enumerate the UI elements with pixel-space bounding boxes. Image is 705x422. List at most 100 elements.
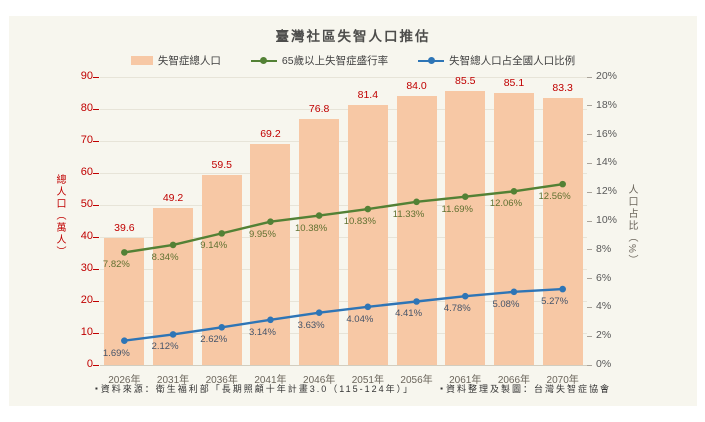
- line-value-label: 12.06%: [489, 198, 523, 210]
- right-axis-tick-label: 8%: [596, 242, 612, 255]
- line-value-label: 7.82%: [102, 259, 130, 271]
- legend-label: 失智總人口占全國人口比例: [449, 55, 576, 67]
- grid-line: [100, 300, 587, 302]
- left-axis-tick-label: 40: [80, 230, 93, 242]
- right-axis-tick: [587, 278, 592, 280]
- data-point-marker: [364, 303, 372, 311]
- left-axis-tick-label: 0: [86, 358, 93, 370]
- line-value-label: 10.83%: [343, 216, 376, 228]
- data-point-marker: [559, 285, 566, 293]
- bullet-icon: ▪: [94, 384, 98, 393]
- line-value-label: 10.38%: [295, 222, 328, 234]
- bar-value-label: 39.6: [114, 222, 135, 235]
- grid-line: [100, 140, 587, 142]
- data-point-marker: [510, 188, 518, 195]
- left-axis-tick-label: 10: [80, 326, 93, 338]
- x-axis-label: 2026年: [108, 375, 141, 386]
- bar: [493, 92, 534, 365]
- line-value-label: 5.27%: [541, 296, 569, 308]
- data-point-marker: [510, 288, 518, 296]
- left-axis-tick-label: 20: [80, 294, 93, 306]
- line-value-label: 4.41%: [395, 308, 423, 320]
- bar-value-label: 76.8: [308, 103, 330, 116]
- data-point-marker: [121, 337, 128, 344]
- right-axis-tick: [587, 306, 592, 308]
- right-axis-tick-label: 6%: [596, 271, 612, 284]
- grid-line: [100, 204, 587, 206]
- x-axis-line: [100, 364, 587, 366]
- data-point-marker: [559, 180, 566, 188]
- data-point-marker: [218, 230, 226, 237]
- right-axis-tick: [587, 364, 592, 366]
- right-axis-tick: [587, 191, 592, 193]
- bar: [347, 104, 388, 365]
- line-value-label: 11.69%: [441, 203, 473, 215]
- left-axis-tick-label: 30: [80, 262, 93, 274]
- line-value-label: 3.63%: [297, 319, 325, 331]
- right-axis-tick: [587, 249, 592, 251]
- grid-line: [100, 108, 587, 110]
- line-marker-icon: [250, 56, 277, 65]
- source-note: ▪ 資料來源：衛生福利部「長期照顧十年計畫3.0（115-124年）」: [95, 382, 414, 395]
- line-value-label: 4.04%: [346, 313, 374, 325]
- chart-title: 臺灣社區失智人口推估: [275, 29, 431, 44]
- left-axis-tick: [93, 204, 99, 206]
- left-axis-tick-label: 90: [80, 70, 93, 82]
- x-axis-label: 2041年: [254, 375, 287, 386]
- left-axis-tick-label: 60: [80, 166, 93, 178]
- bar: [201, 174, 242, 365]
- bar-value-label: 49.2: [162, 191, 184, 204]
- bar: [445, 91, 486, 365]
- left-axis-tick-label: 80: [80, 102, 93, 114]
- bar-value-label: 84.0: [406, 80, 427, 93]
- bar: [542, 98, 583, 365]
- line-value-label: 4.78%: [443, 303, 471, 315]
- line-marker-icon: [418, 56, 445, 65]
- data-point-marker: [461, 292, 469, 300]
- left-axis-tick: [93, 108, 99, 110]
- data-point-marker: [218, 323, 226, 331]
- data-point-marker: [364, 205, 372, 213]
- footer-notes: ▪ 資料來源：衛生福利部「長期照顧十年計畫3.0（115-124年）」 ▪ 資料…: [9, 382, 697, 395]
- data-point-marker: [315, 212, 323, 219]
- right-axis-tick-label: 18%: [596, 98, 618, 111]
- left-axis-tick: [93, 76, 99, 78]
- right-axis-tick-label: 20%: [596, 70, 618, 82]
- x-axis-label: 2056年: [400, 375, 433, 386]
- line-value-label: 2.62%: [200, 334, 228, 346]
- x-axis-label: 2061年: [449, 375, 482, 386]
- right-axis-tick-label: 0%: [596, 358, 612, 370]
- plot-area: 0 10 20 30 40 50 60 70 80 90 0% 2% 4% 6% 8% 10% 12% 14% 16…: [81, 70, 617, 386]
- bar-swatch-icon: [130, 56, 153, 65]
- left-axis-tick: [93, 364, 99, 366]
- line-value-label: 9.95%: [248, 228, 276, 240]
- left-axis-tick: [93, 140, 99, 142]
- right-axis-tick-label: 10%: [596, 214, 618, 226]
- line-value-label: 3.14%: [248, 326, 276, 338]
- line-value-label: 2.12%: [151, 341, 179, 353]
- line-value-label: 12.56%: [538, 191, 571, 203]
- grid-line: [100, 332, 587, 334]
- right-axis-tick-label: 2%: [596, 329, 612, 342]
- data-point-marker: [413, 298, 420, 305]
- chart-card: 臺灣社區失智人口推估 失智症總人口 65歲以上失智症盛行率 失智總人口占全國人口…: [9, 16, 697, 406]
- line-ratio: [124, 287, 563, 342]
- bar: [153, 207, 194, 365]
- data-point-marker: [169, 241, 177, 249]
- left-axis-tick: [93, 332, 99, 334]
- right-axis-tick: [587, 76, 592, 78]
- bar-value-label: 85.1: [503, 76, 525, 89]
- right-axis-tick: [587, 335, 592, 337]
- line-value-label: 1.69%: [102, 347, 130, 359]
- credit-note: ▪ 資料整理及製圖：台灣失智症協會: [440, 382, 611, 395]
- data-point-marker: [169, 331, 177, 338]
- data-point-marker: [267, 316, 274, 324]
- grid-line: [100, 172, 587, 174]
- bar-value-label: 81.4: [357, 88, 379, 101]
- left-axis-tick: [93, 236, 99, 238]
- bullet-icon: ▪: [440, 384, 444, 393]
- legend: 失智症總人口 65歲以上失智症盛行率 失智總人口占全國人口比例: [9, 53, 697, 68]
- right-axis-tick-label: 14%: [596, 156, 618, 169]
- bar-value-label: 83.3: [552, 82, 573, 95]
- left-axis-tick: [93, 268, 99, 270]
